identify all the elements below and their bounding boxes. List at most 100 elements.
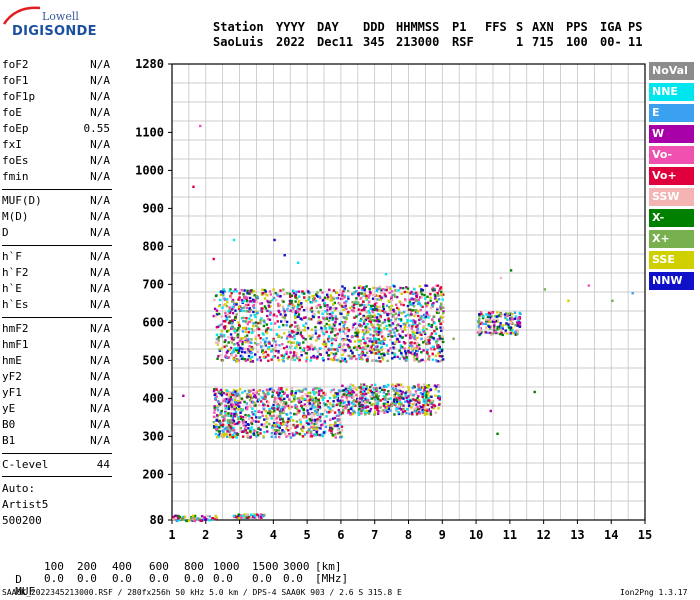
echo-point <box>478 327 482 330</box>
echo-point <box>378 390 382 394</box>
echo-point <box>249 308 253 312</box>
echo-point <box>274 349 278 353</box>
echo-point <box>385 324 388 328</box>
echo-point <box>285 345 289 348</box>
echo-point <box>330 429 333 433</box>
echo-point <box>265 337 268 340</box>
x-tick-label: 4 <box>270 528 277 542</box>
echo-point <box>433 329 436 333</box>
echo-point <box>275 343 278 347</box>
echo-point <box>327 348 330 352</box>
echo-point <box>387 383 390 387</box>
echo-point <box>256 296 259 299</box>
echo-point <box>367 309 370 313</box>
echo-point <box>413 402 416 405</box>
echo-point <box>255 513 259 516</box>
echo-point <box>330 299 333 302</box>
echo-point <box>362 386 365 389</box>
echo-point <box>264 330 268 333</box>
echo-point <box>303 296 306 299</box>
echo-point <box>385 406 389 410</box>
echo-point <box>234 412 238 415</box>
echo-point <box>268 414 272 417</box>
muf-unit: [MHz] <box>315 572 349 585</box>
echo-point <box>490 311 494 315</box>
echo-point <box>402 357 406 360</box>
echo-point <box>439 326 442 329</box>
echo-point <box>226 300 229 304</box>
legend-item-nnw: NNW <box>649 272 694 290</box>
echo-point <box>255 300 258 304</box>
echo-point <box>333 321 337 325</box>
echo-point <box>191 519 194 522</box>
echo-point <box>250 338 253 341</box>
echo-point <box>337 403 340 406</box>
echo-point <box>278 304 282 307</box>
echo-point <box>382 302 385 306</box>
echo-point <box>252 324 255 328</box>
echo-point <box>360 296 364 299</box>
echo-point <box>232 422 236 425</box>
echo-point <box>290 294 294 298</box>
echo-point <box>387 333 391 336</box>
echo-point <box>393 353 397 357</box>
echo-point <box>214 314 217 318</box>
echo-point <box>373 413 376 416</box>
echo-point <box>433 348 436 351</box>
echo-point <box>346 312 349 315</box>
echo-point <box>364 344 368 347</box>
x-tick-label: 3 <box>236 528 243 542</box>
echo-point <box>239 337 242 340</box>
echo-point <box>440 355 444 358</box>
echo-point <box>398 400 401 404</box>
echo-point <box>327 354 331 357</box>
echo-point <box>370 403 373 407</box>
echo-point <box>423 400 426 403</box>
echo-point <box>241 340 244 343</box>
echo-point <box>334 352 338 355</box>
echo-point <box>478 317 481 320</box>
echo-point <box>332 303 335 306</box>
echo-point <box>279 320 283 323</box>
echo-point <box>258 416 262 419</box>
echo-point <box>414 313 417 316</box>
echo-point <box>437 297 441 301</box>
d-value: 1000 <box>213 560 240 573</box>
echo-point <box>391 294 395 297</box>
echo-point <box>214 423 218 426</box>
echo-point <box>276 425 280 428</box>
echo-point <box>505 322 508 325</box>
echo-point <box>278 391 281 395</box>
echo-point <box>298 342 301 345</box>
echo-point <box>370 383 374 387</box>
echo-point <box>373 330 376 333</box>
echo-point <box>369 307 372 310</box>
echo-point <box>518 325 522 328</box>
echo-point <box>422 329 425 333</box>
echo-point <box>251 407 254 410</box>
d-value: 200 <box>77 560 97 573</box>
echo-point <box>326 306 329 309</box>
echo-point <box>343 401 347 404</box>
echo-point <box>352 309 355 313</box>
echo-point <box>224 303 227 306</box>
echo-point <box>421 408 424 412</box>
echo-point <box>423 392 426 395</box>
echo-point <box>418 399 421 402</box>
echo-point <box>246 431 249 435</box>
echo-point <box>216 404 219 408</box>
echo-point <box>378 316 381 320</box>
echo-point <box>328 325 331 329</box>
echo-point <box>418 333 422 336</box>
echo-point <box>218 324 221 327</box>
echo-point <box>279 421 282 425</box>
echo-point <box>234 398 237 402</box>
echo-point <box>424 403 428 406</box>
echo-point <box>376 397 380 401</box>
echo-point <box>360 407 363 411</box>
echo-point <box>326 309 329 312</box>
echo-point <box>257 420 260 423</box>
echo-point <box>355 357 358 361</box>
echo-point <box>258 403 261 407</box>
echo-point <box>264 343 267 346</box>
